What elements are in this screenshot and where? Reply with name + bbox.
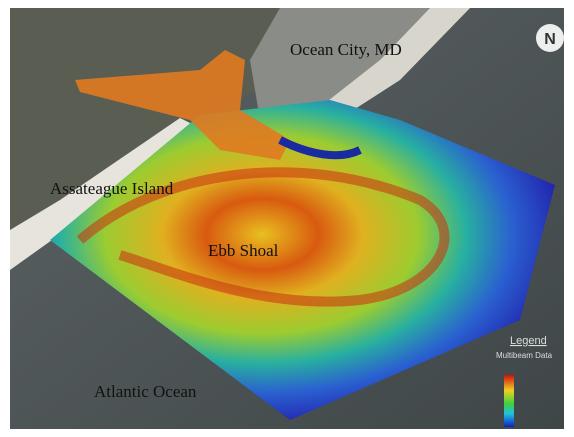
compass-label: N [544,31,556,48]
ocean-label: Atlantic Ocean [94,382,197,401]
legend-subtitle: Multibeam Data [496,351,553,360]
beach-north [310,8,470,125]
city-label: Ocean City, MD [290,40,402,59]
bathymetry-surface [50,100,555,420]
island-label: Assateague Island [50,179,174,198]
channel-deep [278,136,362,160]
shoal-label: Ebb Shoal [208,241,279,260]
inlet-channel [75,50,290,160]
legend-title: Legend [510,335,547,347]
compass[interactable] [536,24,564,52]
shoal-ridge [76,167,450,307]
town [250,8,430,120]
legend-colorbar [504,375,514,427]
